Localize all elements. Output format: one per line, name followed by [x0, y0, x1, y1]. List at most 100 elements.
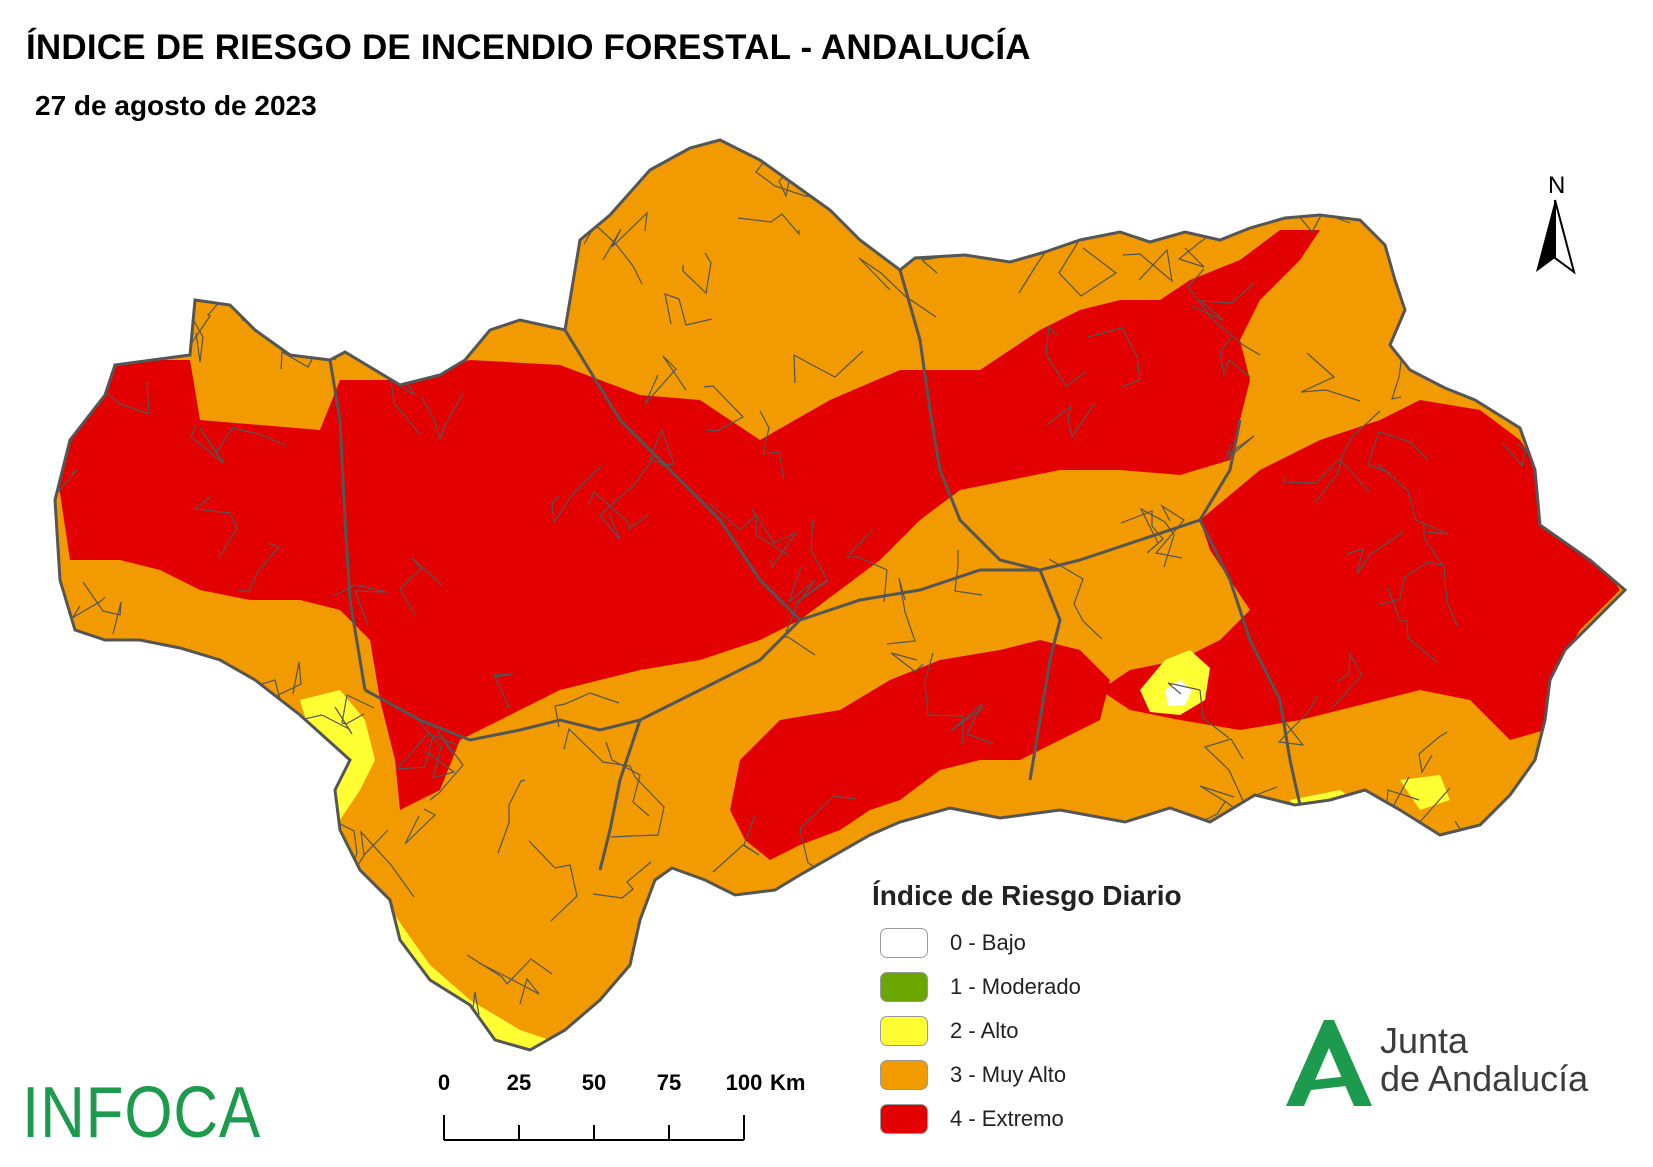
municipal-boundary-line	[413, 714, 456, 779]
map-date: 27 de agosto de 2023	[35, 90, 317, 121]
municipal-boundary-line	[1345, 531, 1404, 575]
municipal-boundary-line	[610, 776, 665, 838]
municipal-boundary-line	[419, 214, 455, 260]
municipal-boundary-line	[1372, 886, 1405, 914]
scale-tick-label: 100	[725, 1070, 763, 1095]
municipal-boundary-line	[395, 733, 459, 770]
municipal-boundary-line	[1167, 682, 1230, 739]
municipal-boundary-line	[255, 737, 289, 807]
infoca-logo: INFOCA	[22, 1073, 262, 1153]
municipal-boundary-line	[869, 141, 893, 198]
municipal-boundary-line	[1190, 282, 1255, 321]
municipal-boundary-line	[330, 194, 368, 229]
municipal-boundary-line	[1337, 801, 1372, 856]
legend-label: 2 - Alto	[950, 1018, 1019, 1043]
municipal-boundary-line	[1154, 504, 1185, 559]
municipal-boundary-line	[360, 829, 415, 898]
municipal-boundary-line	[1120, 510, 1164, 554]
municipal-boundary-line	[551, 464, 603, 524]
municipal-boundary-line	[466, 954, 553, 985]
municipal-boundary-line	[1283, 458, 1371, 493]
legend-title: Índice de Riesgo Diario	[872, 880, 1182, 911]
municipal-boundary-line	[544, 179, 602, 219]
municipal-boundary-line	[1122, 248, 1173, 283]
municipal-boundary-line	[267, 265, 307, 330]
municipal-boundary-line	[1270, 836, 1317, 931]
municipal-boundary-line	[404, 808, 437, 845]
municipal-boundary-line	[1048, 930, 1084, 978]
municipal-boundary-line	[599, 454, 657, 541]
municipal-boundary-line	[238, 542, 281, 592]
municipal-boundary-line	[528, 840, 578, 922]
municipal-boundary-line	[242, 799, 275, 836]
municipal-boundary-line	[1453, 255, 1497, 311]
municipal-boundary-line	[712, 814, 760, 873]
zone-alto-granada	[1140, 650, 1210, 715]
municipal-boundary-line	[1367, 431, 1429, 474]
municipal-boundary-line	[924, 652, 964, 745]
municipal-boundary-line	[110, 273, 170, 351]
municipal-boundary-line	[215, 427, 288, 452]
municipal-boundary-line	[107, 273, 144, 352]
zone-extremo-west	[55, 230, 1320, 810]
municipal-boundary-line	[759, 410, 785, 480]
municipal-boundary-line	[703, 385, 744, 432]
municipal-boundary-line	[588, 490, 649, 531]
municipal-boundary-line	[1418, 731, 1448, 774]
municipal-boundary-line	[245, 803, 292, 852]
map-title: ÍNDICE DE RIESGO DE INCENDIO FORESTAL - …	[26, 28, 1031, 67]
municipal-boundary-line	[1423, 524, 1458, 626]
municipal-boundary-line	[55, 469, 78, 531]
north-label: N	[1548, 172, 1566, 199]
zone-alto-cadiz	[380, 900, 550, 1050]
municipal-boundary-line	[602, 211, 648, 261]
municipal-boundary-line	[682, 252, 712, 295]
municipal-boundary-line	[262, 277, 300, 345]
municipal-boundary-line	[1369, 933, 1407, 970]
legend-swatch	[880, 928, 928, 958]
municipal-boundary-line	[483, 275, 528, 308]
scale-tick-label: 75	[656, 1070, 682, 1095]
municipal-boundary-line	[251, 140, 302, 165]
municipal-boundary-line	[1547, 841, 1619, 870]
north-arrow-icon	[1536, 199, 1576, 275]
municipal-boundary-line	[341, 694, 375, 725]
municipal-boundary-line	[877, 152, 915, 204]
municipal-boundary-line	[104, 254, 145, 324]
legend-label: 1 - Moderado	[950, 974, 1081, 999]
junta-andalucia-text: Junta de Andalucía	[1380, 1022, 1588, 1098]
municipal-boundary-line	[1181, 1035, 1224, 1050]
municipal-boundary-line	[845, 528, 888, 603]
municipal-boundary-line	[966, 140, 1069, 172]
municipal-boundary-line	[247, 284, 331, 307]
municipal-boundary-line	[429, 729, 464, 801]
municipal-boundary-line	[190, 424, 225, 464]
municipal-boundary-line	[1590, 305, 1620, 349]
municipal-boundary-line	[664, 293, 713, 326]
municipal-boundary-line	[1176, 994, 1220, 1050]
scale-tick-label: 50	[581, 1070, 607, 1095]
junta-line1: Junta	[1380, 1020, 1469, 1061]
municipal-boundary-line	[858, 257, 937, 318]
municipal-boundary-line	[890, 652, 924, 673]
municipal-boundary-line	[246, 822, 282, 865]
municipal-boundary-line	[1058, 241, 1118, 297]
municipal-boundary-line	[193, 496, 238, 559]
municipal-boundary-line	[734, 908, 769, 940]
municipal-boundary-line	[708, 502, 791, 557]
municipal-boundary-line	[245, 791, 276, 872]
municipal-boundary-line	[290, 706, 353, 735]
municipal-boundary-line	[464, 187, 512, 262]
municipal-boundary-line	[1326, 817, 1363, 850]
municipal-boundary-line	[563, 727, 636, 778]
municipal-boundary-line	[793, 350, 864, 384]
municipal-boundary-line	[1045, 325, 1087, 387]
municipal-boundary-line	[751, 508, 798, 569]
municipal-boundary-line	[1219, 337, 1251, 378]
municipal-boundary-line	[950, 703, 995, 745]
municipal-boundary-line	[967, 823, 1061, 864]
legend-swatch	[880, 1016, 928, 1046]
province-boundaries	[328, 269, 1302, 871]
municipal-boundary-line	[90, 378, 150, 415]
